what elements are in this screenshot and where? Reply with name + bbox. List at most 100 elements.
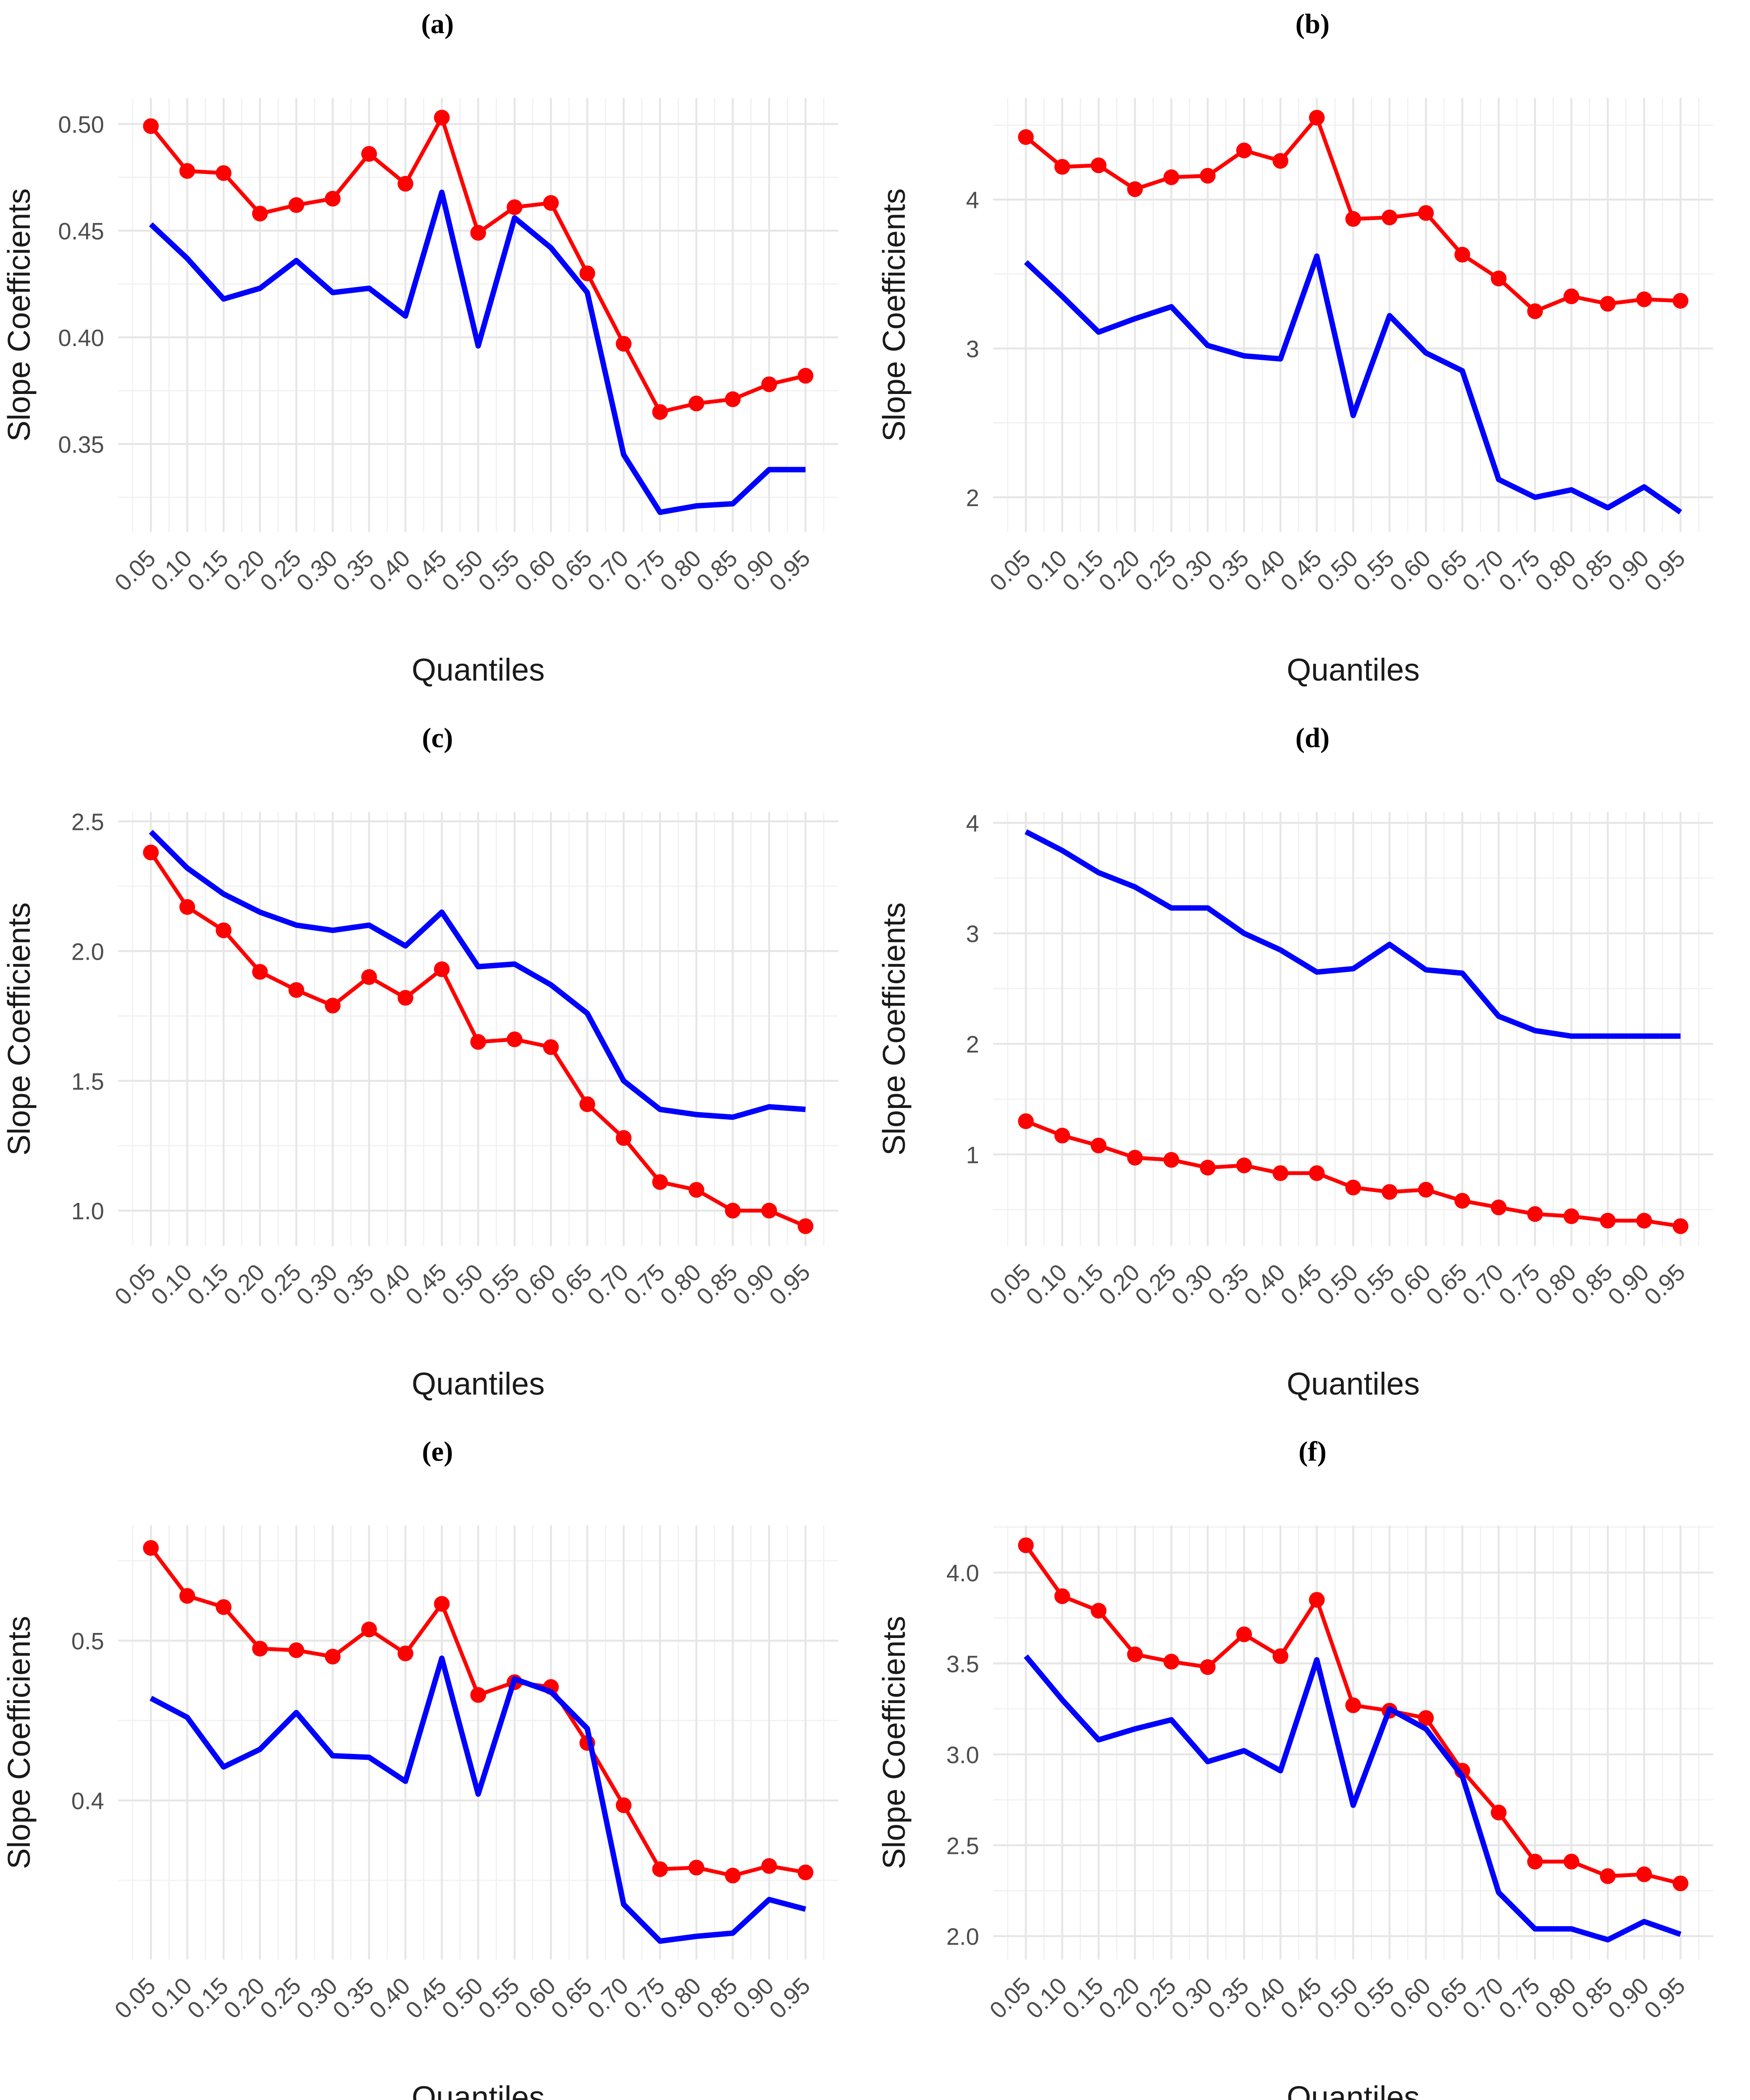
blue-series-line: [149, 189, 806, 515]
red-series-point: [1236, 142, 1252, 158]
panel-letter-title: (c): [422, 723, 453, 753]
red-series-point: [1527, 303, 1543, 319]
panel-d-plot: 12340.050.100.150.200.250.300.350.400.45…: [875, 714, 1750, 1428]
y-tick-label: 2.0: [946, 1924, 979, 1950]
red-series-point: [797, 1218, 814, 1234]
red-series-point: [1272, 1165, 1288, 1181]
red-series-point: [761, 376, 777, 392]
blue-series-line: [1024, 253, 1682, 514]
y-tick-label: 4.0: [946, 1560, 979, 1586]
red-series-point: [1236, 1627, 1252, 1643]
y-tick-label: 0.4: [71, 1788, 104, 1814]
red-series-point: [1382, 1184, 1398, 1200]
red-series-point: [507, 1031, 523, 1047]
y-tick-label: 4: [966, 810, 979, 837]
red-series-point: [1600, 1213, 1616, 1228]
red-series-point: [615, 336, 632, 352]
panel-e-plot: 0.40.50.050.100.150.200.250.300.350.400.…: [0, 1428, 875, 2100]
red-series-point: [288, 197, 305, 213]
red-series-point: [1490, 1805, 1507, 1821]
red-series-point: [1090, 1137, 1107, 1153]
red-series-point: [1345, 1697, 1361, 1714]
red-series-point: [1127, 1150, 1143, 1166]
y-tick-label: 3: [966, 921, 979, 947]
red-series-point: [143, 118, 159, 134]
red-series-point: [797, 1864, 814, 1881]
x-tick-label: 0.95: [1639, 1972, 1690, 2024]
red-series-point: [1418, 205, 1434, 221]
y-tick-label: 2.5: [946, 1833, 979, 1859]
red-series-point: [688, 1181, 704, 1198]
y-tick-label: 4: [966, 187, 979, 213]
x-tick-label: 0.95: [764, 1972, 815, 2024]
red-series-point: [1018, 129, 1034, 145]
red-series-point: [434, 1596, 450, 1612]
red-series-point: [361, 969, 377, 985]
y-tick-label: 0.40: [58, 325, 104, 351]
red-series-point: [179, 899, 195, 915]
red-series-point: [1382, 209, 1398, 226]
panel-letter-title: (b): [1295, 9, 1330, 39]
red-series-point: [797, 368, 814, 384]
y-tick-label: 3.5: [946, 1651, 979, 1677]
red-series-point: [725, 391, 741, 407]
panel-letter-title: (f): [1298, 1437, 1327, 1467]
y-tick-label: 3: [966, 336, 979, 362]
red-series-point: [1563, 1208, 1579, 1224]
red-series-point: [470, 1034, 486, 1050]
red-series-point: [1527, 1206, 1543, 1222]
y-axis-title: Slope Coefficients: [876, 1616, 912, 1869]
red-series-point: [1272, 1648, 1288, 1664]
red-series-point: [1600, 1868, 1616, 1885]
x-axis-title: Quantiles: [1287, 2080, 1420, 2100]
y-tick-label: 3.0: [946, 1742, 979, 1768]
red-series-point: [688, 395, 704, 412]
red-series-point: [1054, 1588, 1070, 1604]
y-tick-label: 0.45: [58, 218, 104, 244]
red-series-point: [1345, 211, 1361, 227]
chart-panel-a: 0.35 0.40 0.45 0.50 0.05 0.10 0.15 0.20 0.25 0.30…: [0, 0, 875, 714]
chart-panel-c: 1.0 1.5 2.0 2.5 0.05 0.10 0.15 0.20 0.25 0.30 0.35…: [0, 714, 875, 1428]
y-tick-label: 2.0: [71, 938, 104, 965]
red-series-point: [179, 163, 195, 179]
red-series-point: [470, 225, 486, 241]
red-series-point: [1018, 1537, 1034, 1554]
x-tick-label: 0.95: [764, 1259, 815, 1310]
red-series-point: [761, 1858, 777, 1874]
x-axis-title: Quantiles: [412, 652, 545, 688]
x-tick-label: 0.95: [764, 545, 815, 596]
panel-c-plot: 1.01.52.02.50.050.100.150.200.250.300.35…: [0, 714, 875, 1428]
red-series-point: [1672, 1876, 1689, 1892]
red-series-point: [1454, 1192, 1470, 1209]
red-series-point: [397, 1646, 413, 1662]
x-tick-label: 0.95: [1639, 545, 1690, 596]
red-series-point: [252, 963, 268, 980]
red-series-point: [434, 961, 450, 977]
y-axis-title: Slope Coefficients: [1, 902, 37, 1155]
red-series-point: [143, 1540, 159, 1556]
red-series-point: [1600, 296, 1616, 312]
red-series-point: [397, 990, 413, 1006]
panel-letter-title: (e): [422, 1437, 453, 1467]
red-series-point: [1163, 1152, 1180, 1168]
y-tick-label: 2: [966, 485, 979, 511]
red-series-point: [434, 110, 450, 126]
red-series-point: [1200, 1160, 1216, 1176]
y-axis-title: Slope Coefficients: [876, 902, 912, 1155]
red-series-point: [1490, 1199, 1507, 1215]
red-series-point: [1309, 1165, 1325, 1181]
panel-a-plot: 0.350.400.450.500.050.100.150.200.250.30…: [0, 0, 875, 714]
red-series-point: [543, 1039, 559, 1055]
red-series-point: [179, 1588, 195, 1604]
chart-panel-f: 2.0 2.5 3.0 3.5 4.0 0.05 0.10 0.15 0.20 0.25 0.30 0…: [875, 1428, 1750, 2100]
red-series-point: [325, 191, 341, 207]
red-series-point: [507, 199, 523, 215]
y-tick-label: 2: [966, 1031, 979, 1058]
red-series-point: [725, 1868, 741, 1884]
y-tick-label: 2.5: [71, 808, 104, 835]
y-axis-title: Slope Coefficients: [1, 1616, 37, 1869]
red-series-point: [252, 1641, 268, 1657]
red-series-point: [1636, 1213, 1652, 1228]
red-series-point: [215, 165, 232, 181]
